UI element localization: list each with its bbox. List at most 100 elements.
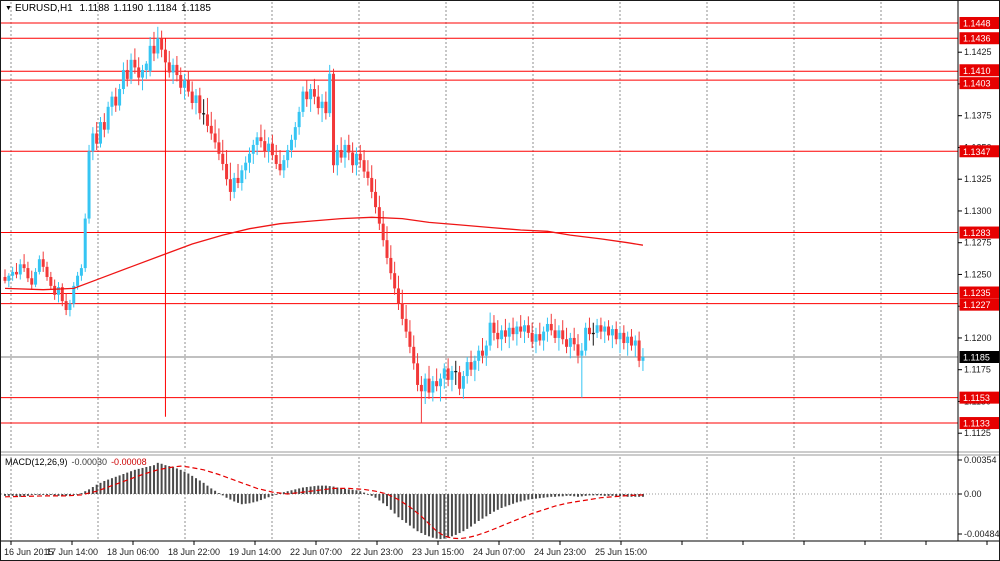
macd-histogram-bar xyxy=(156,462,159,494)
macd-histogram-bar xyxy=(313,486,316,494)
macd-histogram-bar xyxy=(397,494,400,518)
macd-histogram-bar xyxy=(168,466,171,494)
candle-body xyxy=(259,137,263,142)
macd-histogram-bar xyxy=(428,494,431,537)
quote-open: 1.1188 xyxy=(79,3,110,14)
candle-body xyxy=(523,325,527,332)
level-price-label: 1.1153 xyxy=(959,391,999,404)
candle-body xyxy=(91,133,95,152)
macd-histogram-bar xyxy=(515,494,518,503)
macd-histogram-bar xyxy=(122,474,125,494)
macd-histogram-bar xyxy=(378,494,381,501)
y-tick-label: 1.1125 xyxy=(964,428,991,438)
macd-histogram-bar xyxy=(221,494,224,496)
candle-body xyxy=(477,350,481,361)
macd-histogram-bar xyxy=(557,494,560,497)
macd-histogram-bar xyxy=(508,494,511,506)
macd-histogram-bar xyxy=(588,494,591,496)
macd-histogram-bar xyxy=(615,494,618,497)
macd-histogram-bar xyxy=(152,465,155,494)
candle-body xyxy=(186,80,190,92)
candle-body xyxy=(114,96,118,106)
macd-histogram-bar xyxy=(42,494,45,495)
candle-body xyxy=(446,368,450,380)
candle-body xyxy=(629,336,633,346)
x-tick-label: 17 Jun 14:00 xyxy=(46,547,98,557)
macd-histogram-bar xyxy=(214,490,217,494)
macd-histogram-bar xyxy=(374,494,377,498)
candle-body xyxy=(141,69,145,78)
macd-histogram-bar xyxy=(301,487,304,494)
macd-histogram-bar xyxy=(321,485,324,494)
candle-body xyxy=(484,345,488,356)
candle-body xyxy=(163,49,167,63)
candle-body xyxy=(511,327,515,335)
candle-body xyxy=(607,326,611,336)
candle-body xyxy=(481,350,484,356)
candle-body xyxy=(312,89,316,97)
candle-body xyxy=(236,177,240,184)
macd-histogram-bar xyxy=(210,488,213,494)
candle-body xyxy=(286,149,290,161)
candle-body xyxy=(228,179,232,192)
candle-body xyxy=(26,268,30,279)
macd-histogram-bar xyxy=(523,494,526,501)
x-tick-label: 23 Jun 15:00 xyxy=(412,547,464,557)
candle-body xyxy=(412,346,416,364)
macd-signal-line xyxy=(4,465,643,540)
y-tick-label: 1.1300 xyxy=(964,206,992,216)
macd-scale: 0.00354 0.00 -0.00484 xyxy=(958,455,999,539)
candle-body xyxy=(393,273,397,289)
quote-high: 1.1190 xyxy=(113,3,144,14)
macd-histogram-bar xyxy=(15,494,18,497)
macd-histogram-bar xyxy=(175,468,178,494)
macd-histogram-bar xyxy=(573,494,576,497)
candle-body xyxy=(125,69,129,79)
level-label-text: 1.1448 xyxy=(963,18,991,28)
macd-histogram-bar xyxy=(137,468,140,494)
macd-histogram-bar xyxy=(187,473,190,494)
macd-histogram-bar xyxy=(477,494,480,521)
candle-body xyxy=(396,288,400,304)
macd-histogram-bar xyxy=(408,494,411,526)
macd-histogram-bar xyxy=(145,467,148,494)
macd-histogram-bar xyxy=(271,494,274,496)
level-label-text: 1.1347 xyxy=(963,147,991,157)
candle-body xyxy=(144,63,148,70)
macd-histogram-bar xyxy=(53,494,56,496)
candle-body xyxy=(435,381,439,387)
candle-body xyxy=(568,337,572,347)
macd-histogram-bar xyxy=(164,465,167,494)
macd-histogram-bar xyxy=(114,476,117,494)
candle-body xyxy=(538,334,542,341)
candle-body xyxy=(202,113,206,115)
candle-body xyxy=(637,340,641,361)
candle-body xyxy=(530,332,534,342)
candle-body xyxy=(179,75,183,88)
macd-histogram-bar xyxy=(492,494,495,512)
macd-histogram-bar xyxy=(49,494,52,495)
macd-histogram-bar xyxy=(470,494,473,527)
macd-histogram-bar xyxy=(619,494,622,497)
candle-body xyxy=(469,362,473,370)
candle-body xyxy=(442,368,446,379)
candle-body xyxy=(22,264,26,269)
candle-body xyxy=(118,89,122,106)
x-tick-label: 25 Jun 15:00 xyxy=(595,547,647,557)
candle-body xyxy=(492,322,496,333)
candle-body xyxy=(255,137,259,145)
candle-body xyxy=(251,144,255,154)
macd-histogram-bar xyxy=(305,487,308,494)
candle-body xyxy=(603,326,607,332)
macd-main-value: -0.00030 xyxy=(71,457,108,467)
macd-histogram-bar xyxy=(130,471,133,494)
level-price-label: 1.1283 xyxy=(959,226,999,239)
macd-histogram-bar xyxy=(473,494,476,524)
candle-body xyxy=(473,360,477,370)
candle-body xyxy=(152,45,156,54)
candle-body xyxy=(83,218,87,269)
macd-histogram-bar xyxy=(466,494,469,529)
